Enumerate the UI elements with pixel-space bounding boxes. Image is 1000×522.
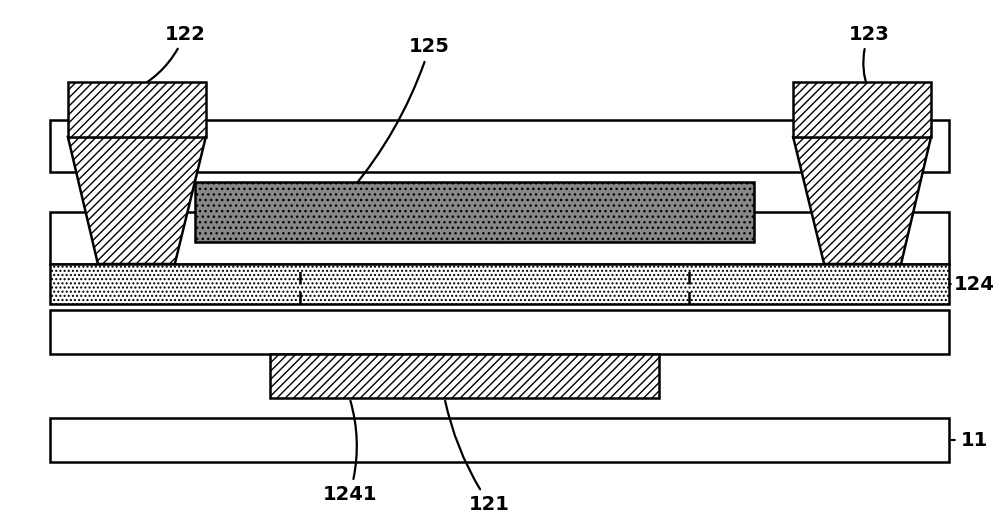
- Bar: [50, 212, 949, 264]
- Text: 11: 11: [952, 431, 988, 449]
- Bar: [270, 354, 659, 398]
- Bar: [195, 182, 754, 242]
- Bar: [793, 82, 931, 137]
- Bar: [50, 120, 949, 172]
- Bar: [50, 264, 949, 304]
- Text: 124: 124: [949, 275, 994, 293]
- Text: 121: 121: [445, 401, 510, 514]
- Polygon shape: [68, 137, 206, 264]
- Bar: [50, 310, 949, 354]
- Text: 122: 122: [132, 25, 205, 91]
- Text: 125: 125: [351, 38, 450, 190]
- Bar: [50, 418, 949, 462]
- Text: 123: 123: [849, 25, 889, 89]
- Polygon shape: [793, 137, 931, 264]
- Bar: [68, 82, 206, 137]
- Text: 1241: 1241: [322, 401, 377, 504]
